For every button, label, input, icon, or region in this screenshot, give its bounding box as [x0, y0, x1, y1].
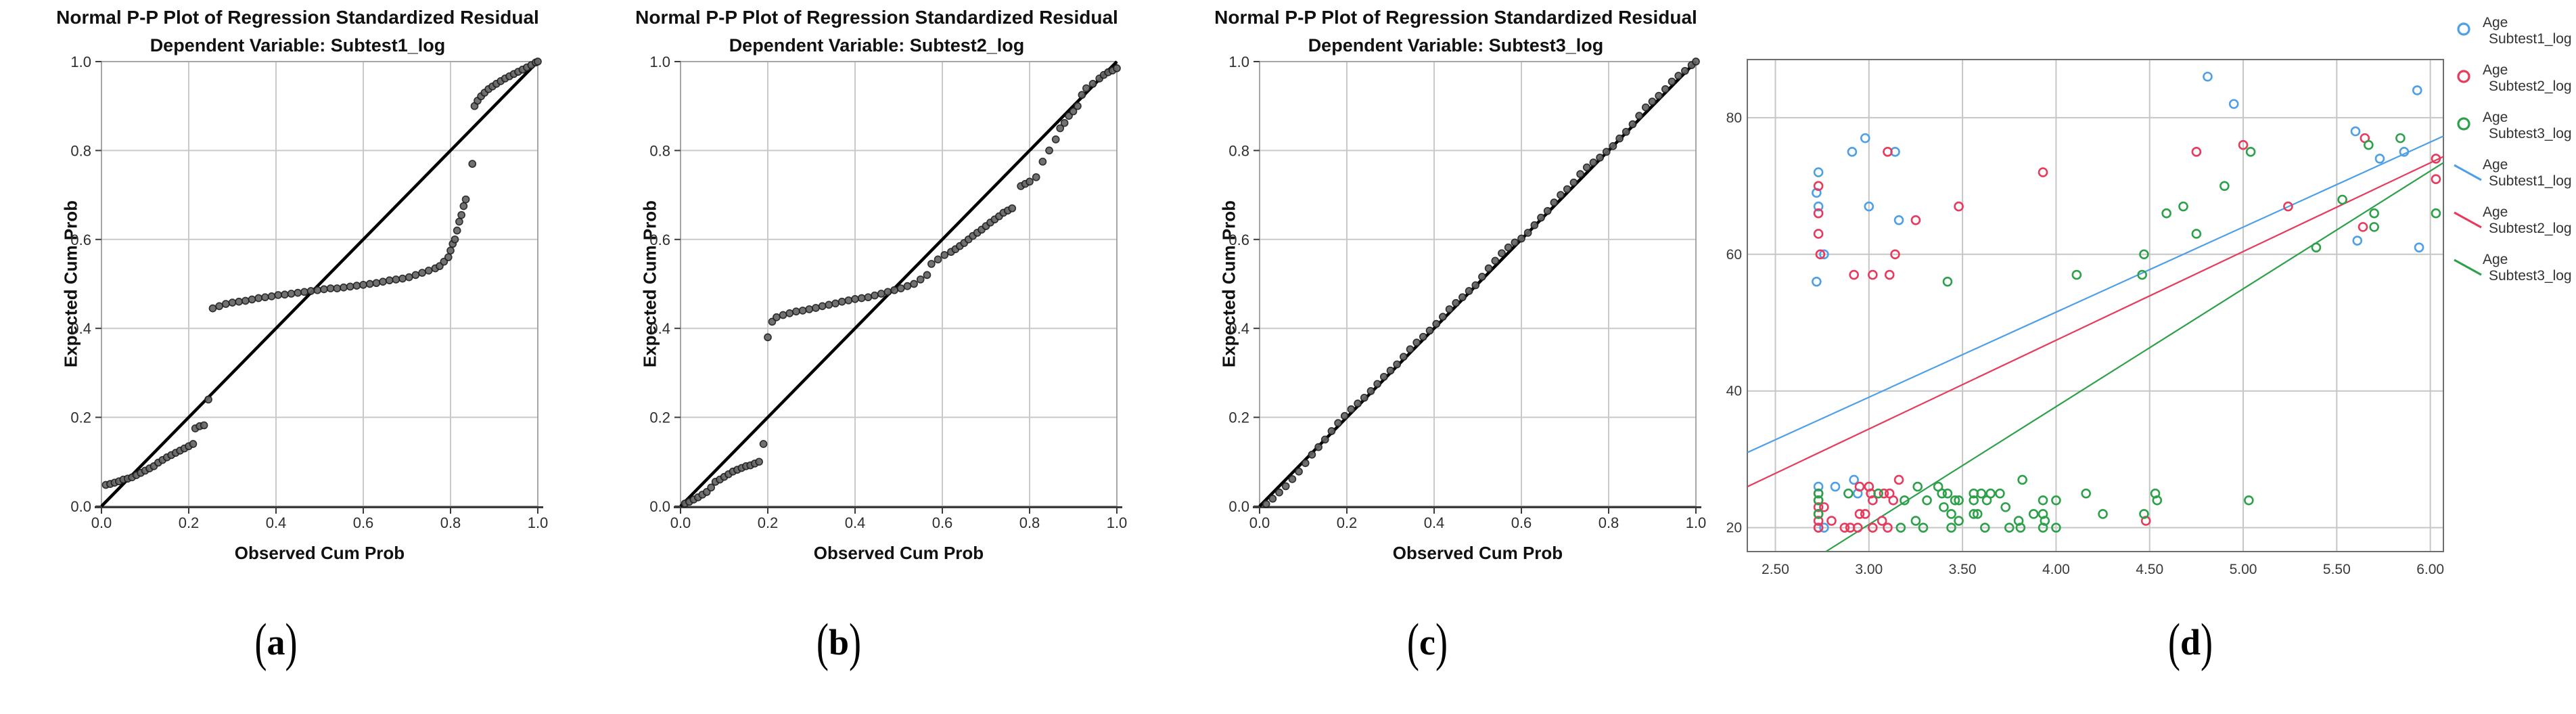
chart-subtitle: Dependent Variable: Subtest3_log — [1308, 35, 1604, 55]
svg-text:0.2: 0.2 — [1337, 514, 1358, 531]
svg-text:4.00: 4.00 — [2042, 562, 2070, 577]
panel-a: Normal P-P Plot of Regression Standardiz… — [0, 0, 579, 714]
legend-label: Age Subtest2_log — [2483, 62, 2572, 94]
svg-text:60: 60 — [1726, 247, 1742, 263]
svg-text:1.0: 1.0 — [1686, 514, 1707, 531]
caption-b: (b) — [816, 612, 862, 672]
svg-text:0.0: 0.0 — [649, 498, 670, 515]
svg-text:0.4: 0.4 — [845, 514, 866, 531]
svg-text:5.00: 5.00 — [2230, 562, 2257, 577]
legend-item-marker-subtest2_log: Age Subtest2_log — [2453, 62, 2576, 95]
svg-text:1.0: 1.0 — [528, 514, 549, 531]
svg-text:0.4: 0.4 — [70, 320, 91, 337]
svg-text:1.0: 1.0 — [70, 53, 91, 70]
svg-text:0.6: 0.6 — [1511, 514, 1532, 531]
chart-title: Normal P-P Plot of Regression Standardiz… — [635, 7, 1118, 28]
svg-text:0.8: 0.8 — [1598, 514, 1619, 531]
pp-plot-c: 0.00.0 0.2 0.2 0.4 0.4 0.6 0.6 0.8 0.8 1.0 1.0 Obse… — [1228, 53, 1707, 563]
captions-row: (a) (b) (c) (d) — [0, 612, 2576, 702]
pp-plot-a: 0.00.0 0.2 0.2 0.4 0.4 0.6 0.6 0.8 0.8 1.0 1.0 Obse… — [70, 53, 549, 563]
chart-title: Normal P-P Plot of Regression Standardiz… — [56, 7, 539, 28]
svg-text:1.0: 1.0 — [1228, 53, 1249, 70]
svg-text:4.50: 4.50 — [2136, 562, 2163, 577]
legend: Age Subtest1_log Age Subtest2_log Age Subtest… — [2453, 15, 2576, 299]
svg-text:0.2: 0.2 — [649, 409, 670, 426]
legend-circle-icon — [2457, 70, 2470, 83]
svg-text:0.2: 0.2 — [70, 409, 91, 426]
caption-a: (a) — [254, 612, 298, 672]
svg-text:0.8: 0.8 — [70, 142, 91, 159]
svg-text:0.4: 0.4 — [1228, 320, 1249, 337]
caption-d: (d) — [2167, 612, 2213, 672]
svg-text:0.2: 0.2 — [1228, 409, 1249, 426]
svg-text:Observed Cum Prob: Observed Cum Prob — [814, 543, 984, 563]
svg-text:0.6: 0.6 — [1228, 231, 1249, 248]
svg-text:0.0: 0.0 — [91, 514, 112, 531]
chart-subtitle: Dependent Variable: Subtest2_log — [729, 35, 1025, 55]
scatter-plot-d: 2.50 3.00 3.50 4.00 4.50 5.00 5.50 6.00 20 40 60 80 — [1726, 59, 2444, 577]
svg-text:0.0: 0.0 — [1249, 514, 1270, 531]
svg-text:0.8: 0.8 — [649, 142, 670, 159]
svg-text:3.00: 3.00 — [1855, 562, 1883, 577]
legend-item-fitline-subtest2_log: Age Subtest2_log — [2453, 204, 2576, 237]
svg-text:6.00: 6.00 — [2416, 562, 2444, 577]
svg-text:0.6: 0.6 — [70, 231, 91, 248]
svg-text:0.2: 0.2 — [758, 514, 779, 531]
panel-b: Normal P-P Plot of Regression Standardiz… — [579, 0, 1158, 714]
panel-c: Normal P-P Plot of Regression Standardiz… — [1158, 0, 1737, 714]
legend-label: Age Subtest3_log — [2483, 110, 2572, 141]
legend-label: Age Subtest2_log — [2483, 204, 2572, 236]
svg-text:0.8: 0.8 — [1228, 142, 1249, 159]
svg-text:20: 20 — [1726, 520, 1742, 536]
legend-circle-icon — [2457, 22, 2470, 36]
legend-item-marker-subtest3_log: Age Subtest3_log — [2453, 110, 2576, 142]
legend-label: Age Subtest1_log — [2483, 157, 2572, 189]
svg-text:0.6: 0.6 — [932, 514, 953, 531]
svg-text:0.0: 0.0 — [70, 498, 91, 515]
svg-text:1.0: 1.0 — [1107, 514, 1128, 531]
svg-text:0.4: 0.4 — [1424, 514, 1445, 531]
chart-subtitle: Dependent Variable: Subtest1_log — [150, 35, 446, 55]
legend-label: Age Subtest1_log — [2483, 15, 2572, 47]
legend-circle-icon — [2457, 117, 2470, 131]
chart-title: Normal P-P Plot of Regression Standardiz… — [1214, 7, 1697, 28]
legend-line-icon — [2454, 211, 2482, 229]
svg-text:0.2: 0.2 — [179, 514, 200, 531]
panel-d: 2.50 3.00 3.50 4.00 4.50 5.00 5.50 6.00 20 40 60 80… — [1718, 0, 2576, 714]
svg-text:0.0: 0.0 — [670, 514, 691, 531]
legend-label: Age Subtest3_log — [2483, 252, 2572, 284]
svg-text:Observed Cum Prob: Observed Cum Prob — [235, 543, 405, 563]
svg-text:1.0: 1.0 — [649, 53, 670, 70]
svg-text:40: 40 — [1726, 384, 1742, 399]
caption-c: (c) — [1407, 612, 1448, 672]
svg-text:0.6: 0.6 — [353, 514, 374, 531]
legend-line-icon — [2454, 164, 2482, 181]
legend-item-fitline-subtest3_log: Age Subtest3_log — [2453, 252, 2576, 284]
svg-text:0.4: 0.4 — [266, 514, 287, 531]
svg-text:0.8: 0.8 — [1019, 514, 1040, 531]
svg-text:2.50: 2.50 — [1762, 562, 1789, 577]
svg-text:80: 80 — [1726, 110, 1742, 126]
legend-item-marker-subtest1_log: Age Subtest1_log — [2453, 15, 2576, 47]
svg-text:0.0: 0.0 — [1228, 498, 1249, 515]
svg-text:0.4: 0.4 — [649, 320, 670, 337]
pp-plot-b: 0.00.0 0.2 0.2 0.4 0.4 0.6 0.6 0.8 0.8 1.0 1.0 Obse… — [649, 53, 1128, 563]
legend-line-icon — [2454, 259, 2482, 276]
svg-text:5.50: 5.50 — [2323, 562, 2351, 577]
legend-item-fitline-subtest1_log: Age Subtest1_log — [2453, 157, 2576, 189]
svg-text:0.6: 0.6 — [649, 231, 670, 248]
svg-text:0.8: 0.8 — [440, 514, 461, 531]
svg-text:Observed Cum Prob: Observed Cum Prob — [1393, 543, 1563, 563]
svg-text:3.50: 3.50 — [1949, 562, 1977, 577]
